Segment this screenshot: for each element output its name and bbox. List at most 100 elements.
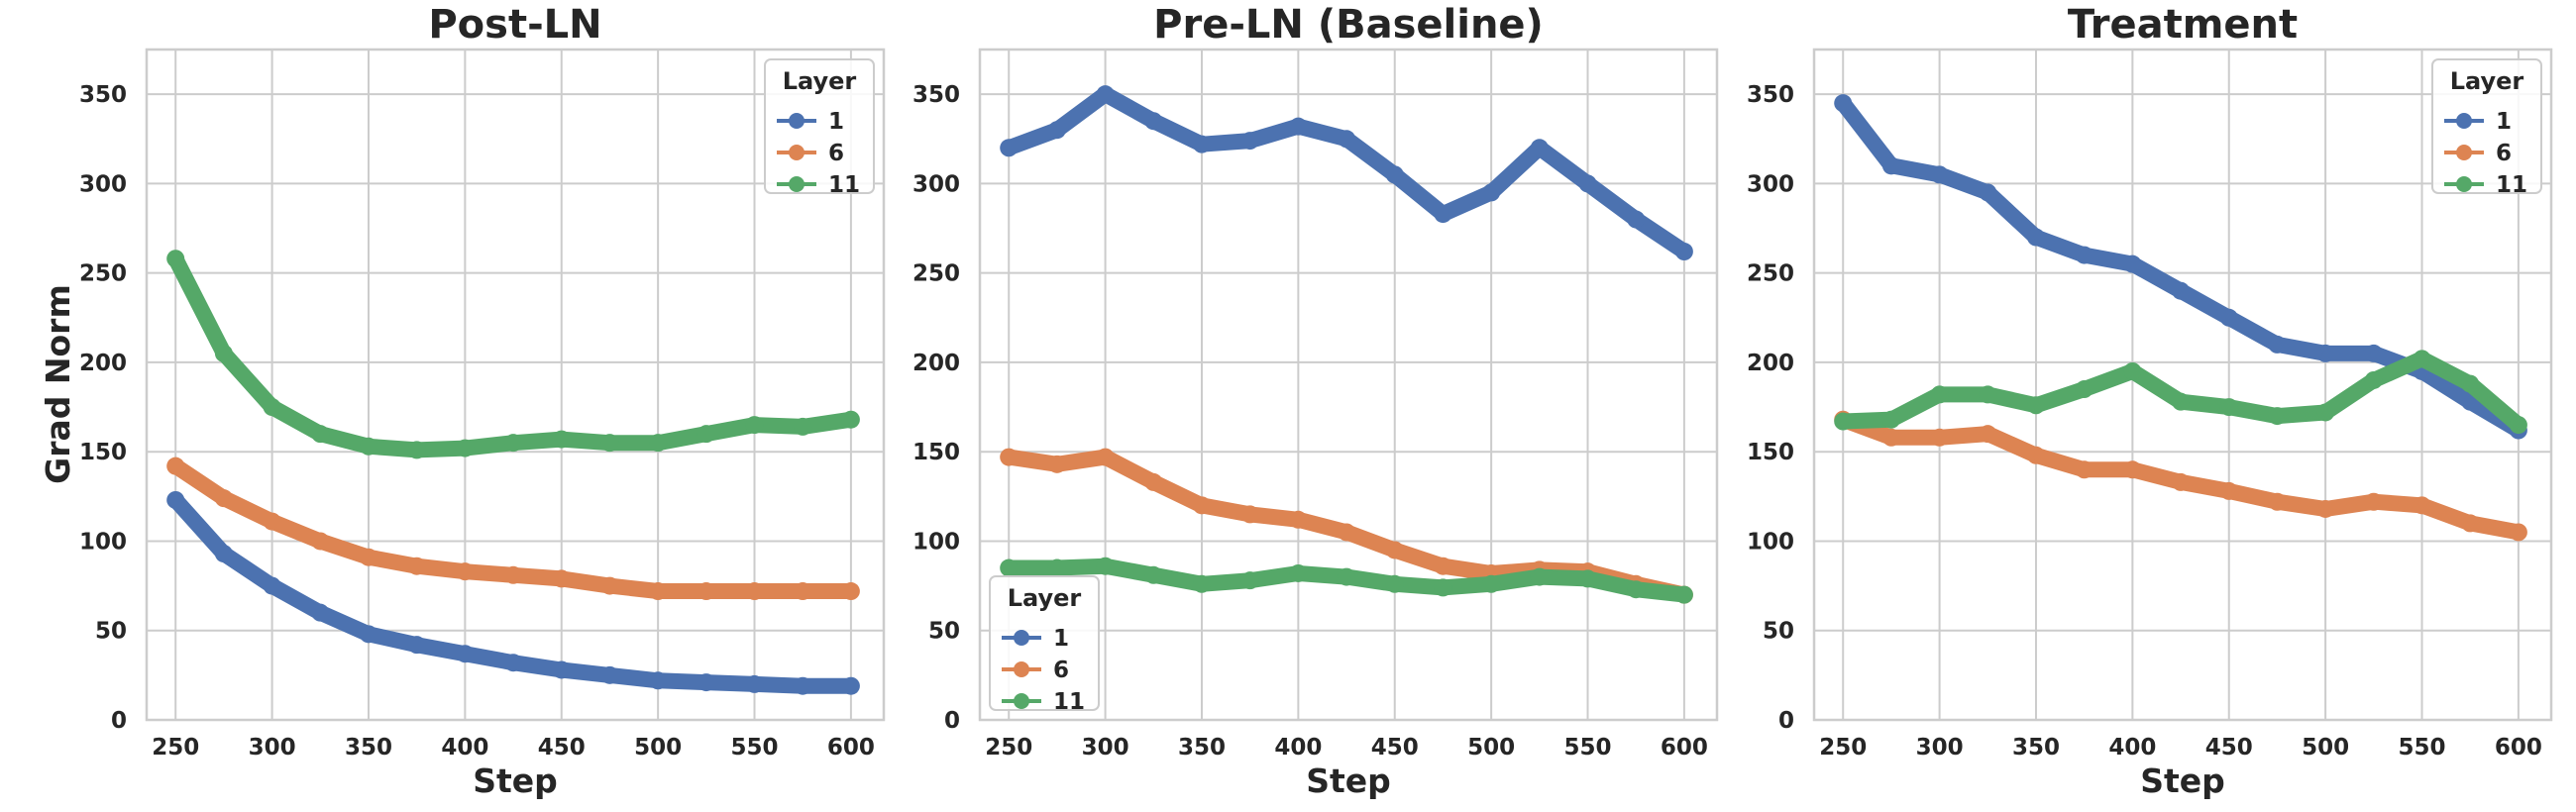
data-point-layer-11 <box>504 434 523 453</box>
data-point-layer-11 <box>2316 403 2335 422</box>
data-point-layer-11 <box>2364 370 2383 389</box>
x-tick-label: 550 <box>731 735 779 761</box>
data-point-layer-1 <box>263 576 281 595</box>
x-tick-label: 500 <box>2302 735 2349 761</box>
data-point-layer-6 <box>697 582 715 601</box>
y-tick-label: 150 <box>1747 440 1794 465</box>
data-point-layer-1 <box>1096 85 1115 104</box>
data-point-layer-1 <box>1047 121 1066 140</box>
data-point-layer-6 <box>2026 446 2045 464</box>
data-point-layer-11 <box>1240 571 1259 590</box>
data-point-layer-11 <box>1530 567 1549 586</box>
legend-marker-layer-11 <box>2456 176 2472 192</box>
data-point-layer-1 <box>1930 165 1949 184</box>
data-point-layer-6 <box>2413 496 2431 515</box>
y-tick-label: 50 <box>95 619 127 645</box>
x-tick-label: 450 <box>2205 735 2253 761</box>
y-tick-label: 200 <box>912 351 960 376</box>
data-point-layer-1 <box>166 490 185 509</box>
data-point-layer-1 <box>407 636 426 655</box>
data-point-layer-11 <box>1881 410 1900 429</box>
data-point-layer-11 <box>2413 350 2431 368</box>
data-point-layer-6 <box>745 582 764 601</box>
x-tick-label: 300 <box>249 735 296 761</box>
legend-box <box>2431 58 2542 194</box>
legend-label: 6 <box>2496 141 2512 166</box>
data-point-layer-1 <box>841 676 860 695</box>
data-point-layer-11 <box>2461 374 2480 393</box>
legend-marker-layer-6 <box>789 145 805 160</box>
data-point-layer-11 <box>1930 385 1949 404</box>
data-point-layer-1 <box>649 671 668 690</box>
data-point-layer-11 <box>263 398 281 417</box>
y-tick-label: 0 <box>1778 708 1794 734</box>
y-tick-label: 300 <box>1747 171 1794 197</box>
data-point-layer-11 <box>359 437 377 456</box>
data-point-layer-1 <box>1530 139 1549 157</box>
x-tick-label: 500 <box>634 735 682 761</box>
data-point-layer-11 <box>214 344 233 362</box>
y-tick-label: 250 <box>1747 261 1794 287</box>
data-point-layer-1 <box>794 676 812 695</box>
x-tick-label: 600 <box>2495 735 2542 761</box>
y-tick-label: 0 <box>944 708 960 734</box>
data-point-layer-11 <box>2075 380 2093 399</box>
data-point-layer-1 <box>2316 344 2335 362</box>
data-point-layer-11 <box>745 416 764 435</box>
legend-box <box>989 575 1100 711</box>
data-point-layer-11 <box>600 434 619 453</box>
data-point-layer-6 <box>794 582 812 601</box>
data-point-layer-6 <box>2364 492 2383 511</box>
data-point-layer-6 <box>1047 455 1066 473</box>
plot-frame <box>145 48 886 722</box>
data-point-layer-11 <box>1096 557 1115 575</box>
data-point-layer-1 <box>552 660 571 679</box>
data-point-layer-6 <box>456 562 475 581</box>
data-point-layer-1 <box>2075 246 2093 264</box>
y-tick-label: 100 <box>79 529 127 555</box>
legend-marker-layer-1 <box>1014 630 1029 646</box>
data-point-layer-1 <box>1482 183 1501 202</box>
legend: Layer 1 6 11 <box>764 58 875 198</box>
y-tick-label: 0 <box>111 708 127 734</box>
chart-panels: 250 300 350 400 450 500 550 6000501001502002503… <box>79 2 2553 800</box>
data-point-layer-11 <box>2268 407 2287 426</box>
data-point-layer-1 <box>2364 344 2383 362</box>
chart-panel-3: 250 300 350 400 450 500 550 600 0 50 100 150 200 250 3… <box>1747 2 2553 800</box>
data-point-layer-6 <box>552 569 571 588</box>
data-point-layer-6 <box>1881 428 1900 447</box>
y-tick-label: 200 <box>1747 351 1794 376</box>
data-point-layer-6 <box>1930 428 1949 447</box>
data-point-layer-11 <box>1979 385 1997 404</box>
legend-title: Layer <box>2450 67 2524 95</box>
y-tick-label: 50 <box>1763 619 1794 645</box>
x-tick-label: 250 <box>1819 735 1867 761</box>
x-tick-label: 600 <box>1661 735 1708 761</box>
data-point-layer-6 <box>649 582 668 601</box>
panel-title: Pre-LN (Baseline) <box>1153 2 1544 48</box>
data-point-layer-1 <box>214 545 233 563</box>
data-point-layer-1 <box>2172 281 2191 300</box>
data-point-layer-1 <box>1338 130 1356 149</box>
legend: Layer 1 6 11 <box>989 575 1100 715</box>
legend-label: 1 <box>1053 626 1069 652</box>
data-point-layer-1 <box>1834 94 1853 113</box>
data-point-layer-1 <box>504 654 523 672</box>
plot-frame <box>978 48 1719 722</box>
legend-title: Layer <box>783 67 857 95</box>
data-point-layer-11 <box>1192 574 1211 593</box>
data-point-layer-6 <box>2075 460 2093 479</box>
data-point-layer-11 <box>552 430 571 449</box>
data-point-layer-11 <box>841 410 860 429</box>
data-point-layer-6 <box>504 565 523 584</box>
data-point-layer-11 <box>1047 558 1066 577</box>
x-axis-label: Step <box>2140 761 2225 800</box>
x-tick-label: 400 <box>441 735 488 761</box>
data-point-layer-1 <box>745 674 764 693</box>
data-point-layer-1 <box>1385 165 1404 184</box>
y-tick-label: 150 <box>79 440 127 465</box>
y-tick-label: 350 <box>1747 82 1794 108</box>
data-point-layer-1 <box>456 645 475 663</box>
legend-label: 1 <box>828 109 844 135</box>
legend-marker-layer-6 <box>2456 145 2472 160</box>
